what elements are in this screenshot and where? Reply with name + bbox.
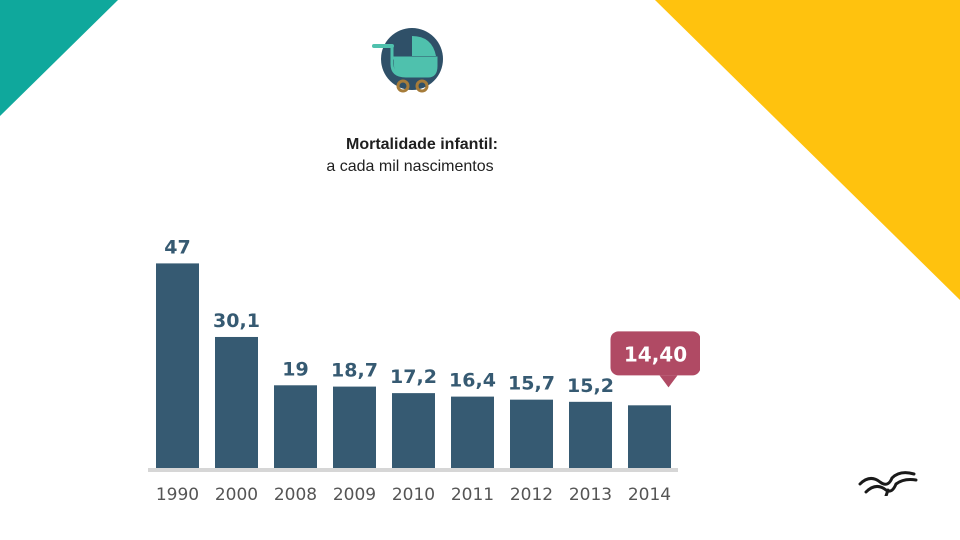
tick-label-1990: 1990 bbox=[156, 485, 199, 505]
bird-logo-icon bbox=[858, 471, 918, 496]
baby-stroller-icon bbox=[372, 28, 443, 93]
value-label-2014: 14,40 bbox=[624, 342, 687, 366]
tick-label-2009: 2009 bbox=[333, 485, 376, 505]
value-label-2010: 17,2 bbox=[390, 366, 437, 388]
bar-chart: 1990 47 2000 30,1 2008 19 2009 18,7 2010 17,2 2011… bbox=[148, 236, 700, 505]
bar-2013 bbox=[569, 401, 612, 468]
bar-2000 bbox=[215, 336, 258, 468]
value-label-2013: 15,2 bbox=[567, 375, 614, 397]
bar-2008 bbox=[274, 385, 317, 468]
teal-corner-decoration bbox=[0, 0, 118, 116]
bar-2009 bbox=[333, 386, 376, 468]
value-label-2009: 18,7 bbox=[331, 360, 378, 382]
tick-label-2010: 2010 bbox=[392, 485, 435, 505]
tick-label-2008: 2008 bbox=[274, 485, 317, 505]
tick-label-2011: 2011 bbox=[451, 485, 494, 505]
bar-2012 bbox=[510, 399, 553, 468]
value-label-1990: 47 bbox=[164, 236, 190, 258]
bar-2011 bbox=[451, 396, 494, 468]
bar-2010 bbox=[392, 393, 435, 468]
value-label-2012: 15,7 bbox=[508, 373, 555, 395]
highlight-callout-pointer bbox=[659, 375, 678, 388]
highlight-callout bbox=[610, 331, 700, 376]
value-label-2011: 16,4 bbox=[449, 370, 496, 392]
chart-subtitle: a cada mil nascimentos bbox=[326, 158, 494, 175]
tick-label-2013: 2013 bbox=[569, 485, 612, 505]
value-label-2000: 30,1 bbox=[213, 310, 260, 332]
tick-label-2014: 2014 bbox=[628, 485, 671, 505]
bar-2014 bbox=[628, 405, 671, 468]
value-label-2008: 19 bbox=[282, 358, 308, 380]
bar-1990 bbox=[156, 263, 199, 468]
chart-baseline bbox=[148, 468, 678, 472]
tick-label-2012: 2012 bbox=[510, 485, 553, 505]
yellow-corner-decoration bbox=[655, 0, 960, 300]
chart-title-block: Mortalidade infantil: a cada mil nascime… bbox=[300, 136, 520, 176]
tick-label-2000: 2000 bbox=[215, 485, 258, 505]
chart-title: Mortalidade infantil: bbox=[346, 136, 498, 153]
